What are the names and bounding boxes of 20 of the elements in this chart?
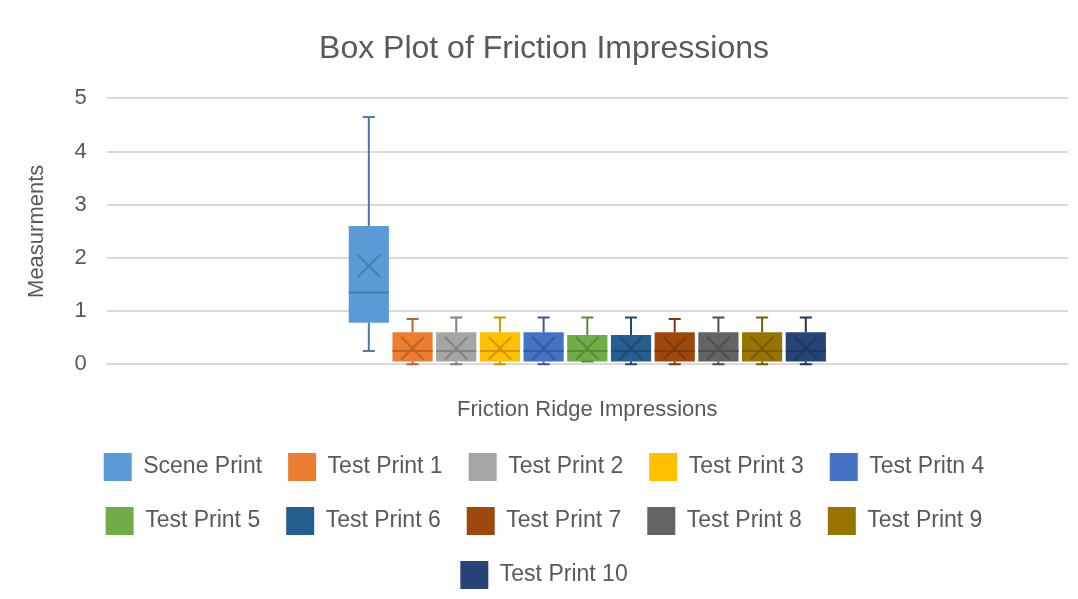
legend-label: Test Print 5 bbox=[145, 506, 261, 533]
legend-label: Test Print 1 bbox=[327, 452, 443, 479]
legend-label: Test Pritn 4 bbox=[869, 452, 985, 479]
x-axis-title: Friction Ridge Impressions bbox=[457, 395, 718, 421]
legend-label: Test Print 9 bbox=[867, 506, 983, 533]
y-tick-label: 0 bbox=[74, 350, 87, 376]
y-tick-label: 1 bbox=[74, 297, 87, 323]
legend-label: Test Print 7 bbox=[506, 506, 622, 533]
legend-label: Scene Print bbox=[143, 452, 263, 479]
y-axis-title: Measurments bbox=[23, 164, 49, 298]
y-tick-label: 5 bbox=[74, 84, 87, 110]
legend-label: Test Print 3 bbox=[688, 452, 804, 479]
legend-label: Test Print 10 bbox=[499, 560, 628, 587]
legend-label: Test Print 2 bbox=[508, 452, 624, 479]
chart-title: Box Plot of Friction Impressions bbox=[319, 29, 769, 66]
y-tick-label: 4 bbox=[74, 137, 87, 163]
legend-label: Test Print 8 bbox=[686, 506, 802, 533]
y-tick-label: 2 bbox=[74, 243, 87, 269]
y-tick-label: 3 bbox=[74, 190, 87, 216]
legend-label: Test Print 6 bbox=[325, 506, 441, 533]
